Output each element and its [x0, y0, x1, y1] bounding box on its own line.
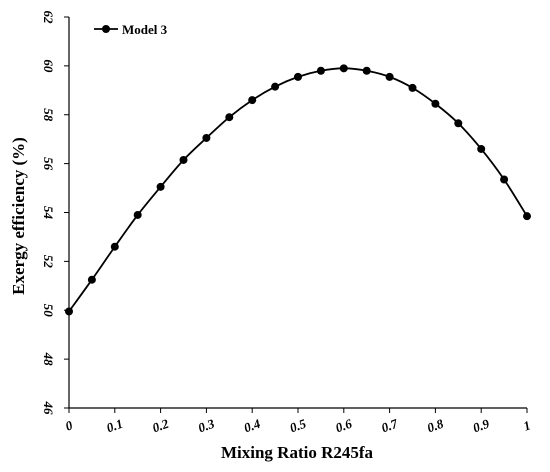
x-tick-label: 0.5 — [288, 416, 309, 436]
data-point — [477, 144, 486, 153]
data-point — [431, 99, 440, 108]
y-tick-label: 52 — [41, 255, 56, 269]
series-line — [68, 67, 528, 312]
data-point — [339, 64, 348, 73]
data-point — [248, 96, 257, 105]
x-tick-label: 0.8 — [425, 416, 446, 436]
x-tick-label: 0.7 — [379, 416, 400, 436]
data-point — [500, 175, 509, 184]
y-tick-label: 46 — [41, 401, 56, 416]
data-point — [202, 133, 211, 142]
legend-label: Model 3 — [122, 22, 168, 37]
x-tick-label: 0.9 — [471, 416, 492, 436]
data-point — [316, 66, 325, 75]
y-tick-label: 60 — [41, 59, 56, 73]
x-tick-label: 0.3 — [196, 416, 217, 436]
series-layer — [65, 64, 531, 316]
data-point — [271, 82, 280, 91]
data-point — [133, 210, 142, 219]
data-point — [362, 66, 371, 75]
x-tick-label: 0 — [63, 417, 75, 433]
y-tick-label: 62 — [41, 11, 56, 25]
x-axis-title: Mixing Ratio R245fa — [221, 443, 374, 462]
y-axis-ticks: 46 48 50 52 54 56 58 60 62 — [41, 11, 69, 416]
y-tick-label: 48 — [41, 352, 56, 367]
x-tick-label: 0.6 — [333, 416, 354, 436]
data-point — [294, 72, 302, 81]
data-point — [408, 83, 417, 92]
y-tick-label: 56 — [41, 157, 56, 171]
data-point — [156, 182, 165, 191]
x-tick-label: 0.4 — [242, 416, 263, 436]
data-point — [179, 155, 188, 164]
x-tick-label: 0.1 — [104, 416, 124, 436]
x-tick-label: 0.2 — [150, 416, 171, 436]
y-tick-label: 50 — [41, 304, 56, 318]
data-point — [225, 113, 234, 122]
x-axis-ticks: 0 0.1 0.2 0.3 0.4 0.5 0.6 0.7 0.8 0.9 1 — [63, 408, 532, 435]
y-tick-label: 58 — [41, 108, 56, 122]
data-point — [110, 242, 119, 251]
legend-marker-icon — [102, 25, 110, 33]
data-point — [65, 307, 73, 316]
legend: Model 3 — [94, 22, 168, 37]
y-tick-label: 54 — [41, 206, 56, 220]
data-point — [454, 119, 463, 128]
y-axis-title: Exergy efficiency (%) — [9, 137, 28, 295]
data-point — [523, 212, 531, 221]
data-point — [87, 275, 96, 284]
data-point — [385, 72, 394, 81]
x-tick-label: 1 — [521, 417, 532, 433]
